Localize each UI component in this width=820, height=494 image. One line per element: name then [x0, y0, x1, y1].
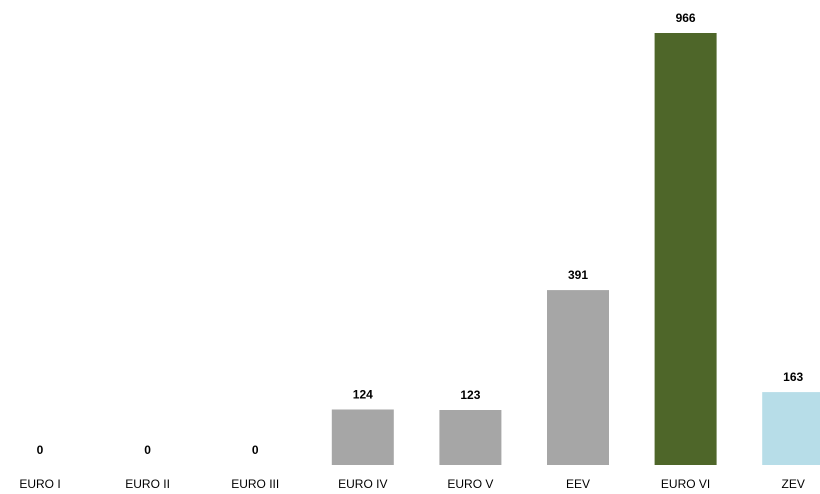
- category-label: EEV: [566, 477, 590, 491]
- value-label: 124: [353, 388, 373, 402]
- value-label: 0: [37, 443, 44, 457]
- category-label: EURO V: [447, 477, 493, 491]
- category-label: EURO I: [19, 477, 60, 491]
- value-labels-group: 0 0 0 124 123 391 966 163: [37, 11, 804, 457]
- bar-eev: [547, 290, 609, 465]
- value-label: 123: [460, 388, 480, 402]
- category-label: EURO III: [231, 477, 279, 491]
- value-label: 391: [568, 268, 588, 282]
- bar-euro-iv: [331, 409, 394, 465]
- bars-group: [331, 33, 820, 465]
- category-label: EURO II: [125, 477, 170, 491]
- bar-euro-vi: [654, 33, 717, 465]
- category-label: EURO IV: [338, 477, 387, 491]
- value-label: 0: [144, 443, 151, 457]
- value-label: 0: [252, 443, 259, 457]
- category-labels-group: EURO I EURO II EURO III EURO IV EURO V EEV EUR…: [19, 477, 805, 491]
- category-label: ZEV: [782, 477, 805, 491]
- category-label: EURO VI: [661, 477, 710, 491]
- bar-euro-v: [439, 410, 502, 465]
- bar-zev: [762, 392, 820, 465]
- value-label: 163: [783, 370, 803, 384]
- value-label: 966: [676, 11, 696, 25]
